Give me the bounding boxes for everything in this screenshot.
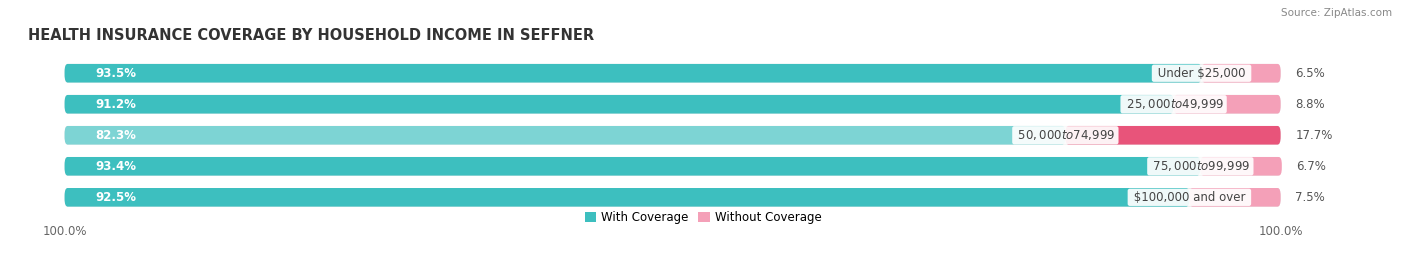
FancyBboxPatch shape [1174, 95, 1281, 114]
FancyBboxPatch shape [65, 157, 1201, 176]
Text: 82.3%: 82.3% [96, 129, 136, 142]
FancyBboxPatch shape [1066, 126, 1281, 144]
Text: 8.8%: 8.8% [1295, 98, 1324, 111]
FancyBboxPatch shape [1201, 157, 1282, 176]
Text: 91.2%: 91.2% [96, 98, 136, 111]
FancyBboxPatch shape [65, 126, 1066, 144]
Text: HEALTH INSURANCE COVERAGE BY HOUSEHOLD INCOME IN SEFFNER: HEALTH INSURANCE COVERAGE BY HOUSEHOLD I… [28, 28, 595, 43]
FancyBboxPatch shape [65, 126, 1281, 144]
Legend: With Coverage, Without Coverage: With Coverage, Without Coverage [579, 206, 827, 228]
Text: $25,000 to $49,999: $25,000 to $49,999 [1122, 97, 1225, 111]
Text: $50,000 to $74,999: $50,000 to $74,999 [1014, 128, 1116, 142]
FancyBboxPatch shape [65, 64, 1281, 83]
FancyBboxPatch shape [65, 64, 1202, 83]
FancyBboxPatch shape [65, 95, 1174, 114]
FancyBboxPatch shape [65, 95, 1281, 114]
Text: 7.5%: 7.5% [1295, 191, 1324, 204]
Text: Under $25,000: Under $25,000 [1154, 67, 1249, 80]
Text: 6.7%: 6.7% [1296, 160, 1326, 173]
FancyBboxPatch shape [1189, 188, 1281, 207]
Text: 17.7%: 17.7% [1295, 129, 1333, 142]
FancyBboxPatch shape [1202, 64, 1281, 83]
Text: 6.5%: 6.5% [1295, 67, 1324, 80]
Text: 92.5%: 92.5% [96, 191, 136, 204]
FancyBboxPatch shape [65, 157, 1281, 176]
Text: $75,000 to $99,999: $75,000 to $99,999 [1149, 159, 1251, 173]
Text: $100,000 and over: $100,000 and over [1130, 191, 1249, 204]
Text: 93.5%: 93.5% [96, 67, 136, 80]
Text: Source: ZipAtlas.com: Source: ZipAtlas.com [1281, 8, 1392, 18]
FancyBboxPatch shape [65, 188, 1281, 207]
FancyBboxPatch shape [65, 188, 1189, 207]
Text: 93.4%: 93.4% [96, 160, 136, 173]
